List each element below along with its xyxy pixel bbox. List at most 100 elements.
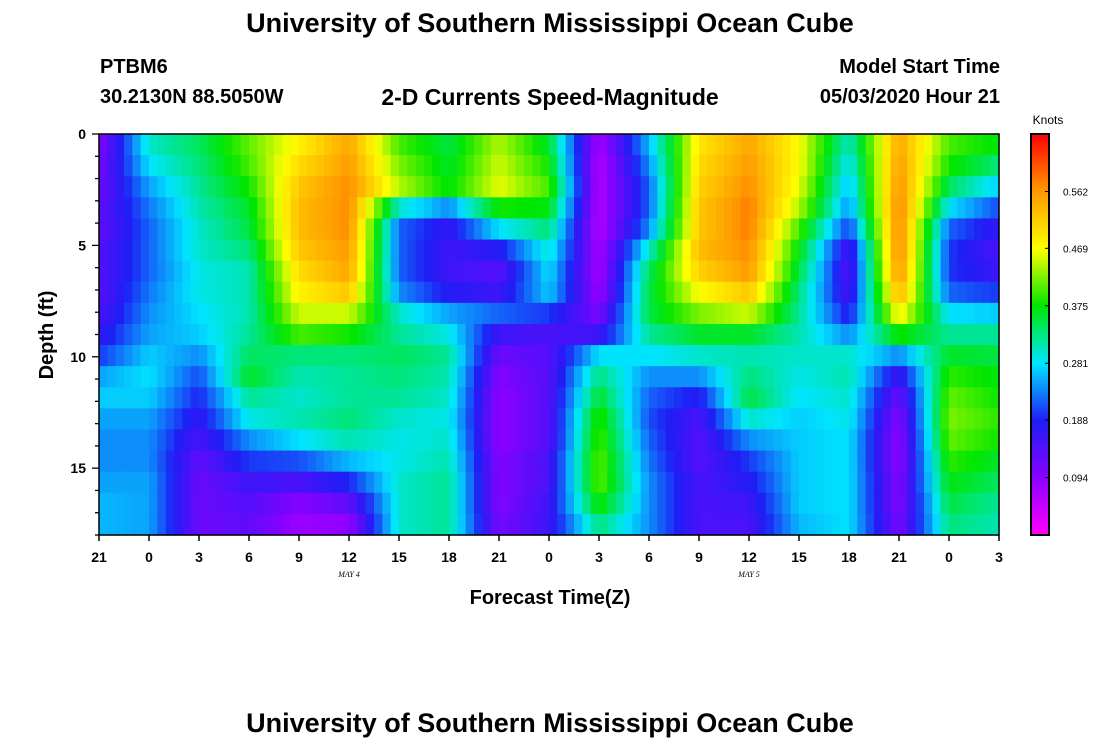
heatmap-cell	[232, 134, 242, 156]
heatmap-cell	[124, 471, 133, 494]
heatmap-cell	[865, 323, 875, 346]
colorbar-segment	[1031, 314, 1049, 318]
heatmap-cell	[899, 323, 908, 346]
colorbar-segment	[1031, 204, 1049, 208]
heatmap-cell	[149, 429, 158, 452]
heatmap-cell	[765, 239, 775, 262]
heatmap-cell	[499, 429, 508, 452]
heatmap-cell	[724, 387, 733, 409]
heatmap-cell	[299, 134, 308, 156]
colorbar-segment	[1031, 214, 1049, 218]
heatmap-cell	[265, 302, 275, 325]
heatmap-cell	[482, 281, 492, 304]
heatmap-cell	[790, 387, 800, 409]
x-tick-label: 15	[791, 549, 807, 565]
heatmap-cell	[190, 260, 200, 283]
heatmap-cell	[832, 281, 842, 304]
heatmap-cell	[565, 387, 575, 409]
colorbar-segment	[1031, 149, 1049, 153]
heatmap-cell	[424, 471, 433, 494]
heatmap-cell	[782, 218, 792, 241]
heatmap-cell	[449, 366, 458, 388]
heatmap-cell	[882, 408, 892, 431]
heatmap-cell	[832, 155, 842, 177]
heatmap-cell	[115, 450, 125, 473]
heatmap-cell	[157, 387, 167, 409]
heatmap-cell	[724, 492, 733, 515]
heatmap-cell	[299, 239, 308, 262]
heatmap-cell	[474, 492, 483, 515]
heatmap-cell	[974, 492, 983, 515]
heatmap-cell	[174, 408, 183, 431]
heatmap-cell	[732, 408, 742, 431]
heatmap-cell	[374, 492, 383, 515]
heatmap-cell	[915, 387, 925, 409]
heatmap-cell	[415, 387, 425, 409]
heatmap-cell	[174, 134, 183, 156]
heatmap-cell	[557, 450, 567, 473]
colorbar-segment	[1031, 334, 1049, 338]
heatmap-cell	[640, 387, 650, 409]
heatmap-cell	[974, 302, 983, 325]
heatmap-cell	[790, 366, 800, 388]
heatmap-cell	[707, 429, 717, 452]
heatmap-cell	[499, 239, 508, 262]
colorbar-segment	[1031, 349, 1049, 353]
heatmap-cell	[957, 387, 967, 409]
heatmap-cell	[665, 366, 675, 388]
heatmap-cell	[940, 513, 950, 536]
heatmap-cell	[240, 323, 250, 346]
heatmap-cell	[924, 366, 933, 388]
heatmap-cell	[815, 155, 825, 177]
heatmap-cell	[340, 155, 350, 177]
heatmap-cell	[215, 429, 225, 452]
heatmap-cell	[740, 513, 750, 536]
heatmap-cell	[815, 450, 825, 473]
heatmap-cell	[907, 408, 917, 431]
heatmap-cell	[490, 387, 500, 409]
heatmap-cell	[407, 281, 417, 304]
heatmap-cell	[632, 366, 642, 388]
heatmap-cell	[957, 239, 967, 262]
heatmap-cell	[757, 323, 767, 346]
heatmap-cell	[182, 366, 192, 388]
heatmap-cell	[182, 345, 192, 367]
heatmap-cell	[882, 197, 892, 220]
heatmap-cell	[699, 429, 708, 452]
heatmap-cell	[765, 429, 775, 452]
colorbar-segment	[1031, 174, 1049, 178]
heatmap-cell	[140, 323, 150, 346]
heatmap-cell	[865, 450, 875, 473]
heatmap-cell	[232, 345, 242, 367]
heatmap-cell	[140, 429, 150, 452]
heatmap-cell	[390, 429, 400, 452]
heatmap-cell	[707, 260, 717, 283]
heatmap-cell	[849, 429, 858, 452]
heatmap-cell	[957, 197, 967, 220]
heatmap-cell	[340, 260, 350, 283]
heatmap-cell	[849, 302, 858, 325]
heatmap-cell	[165, 155, 175, 177]
heatmap-cell	[715, 176, 725, 198]
heatmap-cell	[674, 387, 683, 409]
heatmap-cell	[124, 513, 133, 536]
heatmap-cell	[332, 366, 342, 388]
heatmap-cell	[965, 429, 975, 452]
heatmap-cell	[799, 218, 808, 241]
heatmap-cell	[615, 176, 625, 198]
heatmap-cell	[432, 429, 442, 452]
heatmap-cell	[482, 513, 492, 536]
heatmap-cell	[990, 471, 1000, 494]
heatmap-cell	[557, 281, 567, 304]
heatmap-cell	[349, 429, 358, 452]
heatmap-cell	[715, 450, 725, 473]
heatmap-cell	[332, 345, 342, 367]
heatmap-cell	[957, 281, 967, 304]
heatmap-cell	[532, 513, 542, 536]
heatmap-cell	[932, 134, 942, 156]
heatmap-cell	[349, 197, 358, 220]
heatmap-cell	[140, 408, 150, 431]
heatmap-cell	[649, 176, 658, 198]
heatmap-cell	[224, 176, 233, 198]
colorbar-tick-label: 0.094	[1063, 474, 1088, 485]
